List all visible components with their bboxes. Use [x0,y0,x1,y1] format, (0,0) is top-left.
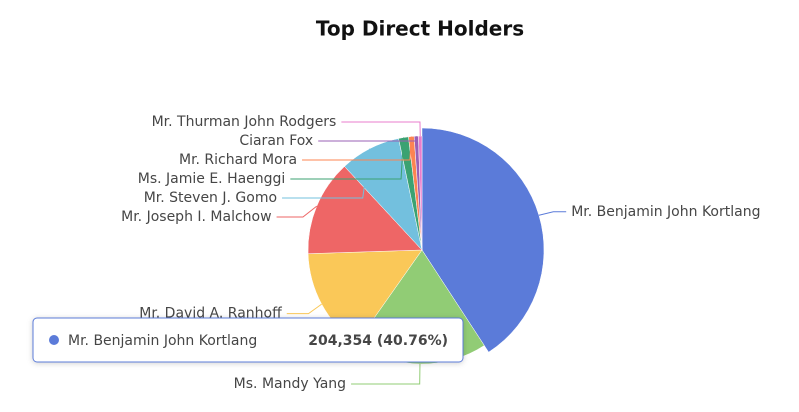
label-line [302,136,412,161]
slice-label: Mr. Joseph I. Malchow [121,209,271,225]
label-line [290,137,404,180]
label-line [282,148,371,199]
pie-slice [307,166,423,254]
tooltip-name: Mr. Benjamin John Kortlang [68,333,257,349]
slice-label: Mr. Benjamin John Kortlang [571,204,760,220]
label-line [538,211,567,216]
chart-title: Top Direct Holders [316,17,524,41]
pie-slice [421,127,545,353]
slice-label: Mr. Richard Mora [179,152,297,168]
label-line [286,303,322,315]
label-line [318,136,417,142]
slice-label: Ms. Mandy Yang [234,376,346,392]
label-line [341,121,421,137]
slice-label: Mr. Thurman John Rodgers [152,114,337,130]
label-line [351,363,421,385]
slice-label: Mr. Steven J. Gomo [144,190,277,206]
tooltip: Mr. Benjamin John Kortlang 204,354 (40.76… [32,317,464,363]
tooltip-value: 204,354 (40.76%) [308,333,448,349]
slice-label: Ciaran Fox [239,133,313,149]
tooltip-box [32,317,464,363]
slice-label: Ms. Jamie E. Haenggi [138,171,286,187]
label-line [276,205,318,218]
tooltip-marker [49,335,59,345]
